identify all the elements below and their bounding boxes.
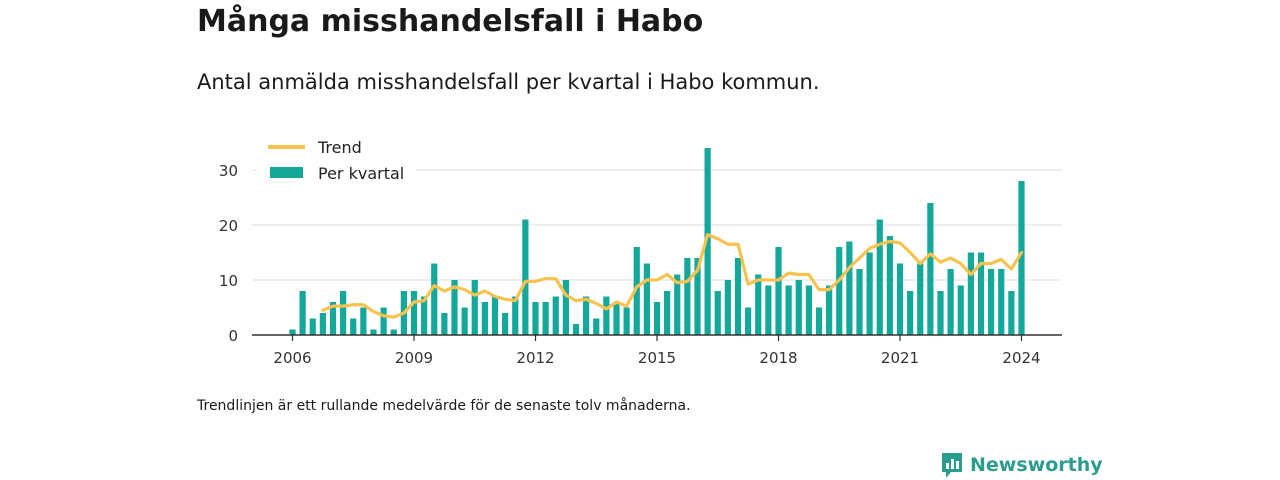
bar xyxy=(815,307,823,335)
bar xyxy=(309,318,316,335)
bar xyxy=(967,252,974,335)
bar xyxy=(694,258,701,335)
bar xyxy=(441,313,448,335)
bar xyxy=(724,280,731,335)
bar xyxy=(826,285,833,335)
y-tick-label: 20 xyxy=(219,217,238,235)
bar xyxy=(805,285,812,335)
bar xyxy=(583,296,590,335)
x-tick-label: 2015 xyxy=(638,349,676,367)
bar xyxy=(380,307,387,335)
brand-name: Newsworthy xyxy=(970,454,1103,476)
bar xyxy=(866,252,873,335)
chart-subtitle: Antal anmälda misshandelsfall per kvarta… xyxy=(197,70,820,94)
bar xyxy=(623,307,630,335)
bar xyxy=(299,291,306,335)
bar xyxy=(1018,181,1025,335)
bar xyxy=(542,302,549,335)
bar xyxy=(734,258,742,335)
bar xyxy=(390,329,397,335)
bar xyxy=(917,263,924,335)
bar xyxy=(755,274,762,335)
bar xyxy=(775,247,782,335)
bar xyxy=(410,291,418,335)
bar xyxy=(836,247,843,335)
brand-logo: Newsworthy xyxy=(940,451,1103,479)
chart-title: Många misshandelsfall i Habo xyxy=(197,4,704,39)
bar xyxy=(329,302,337,335)
x-tick-label: 2024 xyxy=(1002,349,1040,367)
bar xyxy=(431,263,438,335)
x-tick-label: 2018 xyxy=(759,349,797,367)
bar xyxy=(481,302,488,335)
bar xyxy=(593,318,600,335)
bar xyxy=(552,296,559,335)
legend-label-trend: Trend xyxy=(317,138,362,157)
bar xyxy=(289,329,296,335)
bar xyxy=(461,307,468,335)
bar xyxy=(714,291,721,335)
bar xyxy=(340,291,347,335)
legend: Trend Per kvartal xyxy=(256,134,416,186)
bar xyxy=(896,263,904,335)
x-tick-label: 2021 xyxy=(881,349,919,367)
x-tick-label: 2006 xyxy=(273,349,311,367)
bar xyxy=(886,236,893,335)
bar xyxy=(988,269,995,335)
bar xyxy=(360,307,367,335)
legend-label-per-kvartal: Per kvartal xyxy=(318,164,404,183)
bar xyxy=(512,296,519,335)
bar xyxy=(502,313,509,335)
bar-line-chart: 0 10 20 30 2006 2009 2012 2015 2018 2021 2024 Tren… xyxy=(218,134,1062,367)
trend-series xyxy=(321,233,1024,319)
bar xyxy=(947,269,954,335)
bar xyxy=(370,329,377,335)
bar-series xyxy=(289,148,1025,335)
trend-line xyxy=(321,233,1024,319)
y-tick-label: 30 xyxy=(219,162,238,180)
bar xyxy=(522,219,529,335)
bar xyxy=(907,291,914,335)
bar-chart-speech-icon xyxy=(942,453,962,478)
bar xyxy=(451,280,458,335)
bar xyxy=(562,280,569,335)
bar xyxy=(421,296,428,335)
y-tick-label: 0 xyxy=(228,327,238,345)
bar xyxy=(998,269,1005,335)
bar xyxy=(633,247,640,335)
x-tick-label: 2009 xyxy=(395,349,433,367)
bar xyxy=(471,280,478,335)
bar xyxy=(785,285,792,335)
bar xyxy=(664,291,671,335)
bar xyxy=(795,280,802,335)
bar xyxy=(491,296,499,335)
bar xyxy=(350,318,357,335)
bar xyxy=(1008,291,1015,335)
bar xyxy=(532,302,539,335)
bar xyxy=(937,291,944,335)
bar xyxy=(765,285,772,335)
bar xyxy=(319,313,326,335)
x-tick-label: 2012 xyxy=(516,349,554,367)
bar xyxy=(643,263,650,335)
axes: 0 10 20 30 2006 2009 2012 2015 2018 2021 2024 xyxy=(219,162,1062,367)
bar xyxy=(957,285,964,335)
bar xyxy=(876,219,883,335)
bar xyxy=(674,274,681,335)
bar xyxy=(704,148,711,335)
footnote: Trendlinjen är ett rullande medelvärde f… xyxy=(197,398,691,414)
bar xyxy=(846,241,853,335)
y-tick-label: 10 xyxy=(219,272,238,290)
bar xyxy=(572,324,580,335)
bar xyxy=(745,307,752,335)
bar xyxy=(927,203,934,335)
bar xyxy=(603,296,610,335)
bar xyxy=(653,302,661,335)
bar xyxy=(684,258,691,335)
bar xyxy=(613,302,620,335)
legend-bar-swatch xyxy=(270,167,303,178)
bar xyxy=(856,269,863,335)
bar xyxy=(977,252,985,335)
